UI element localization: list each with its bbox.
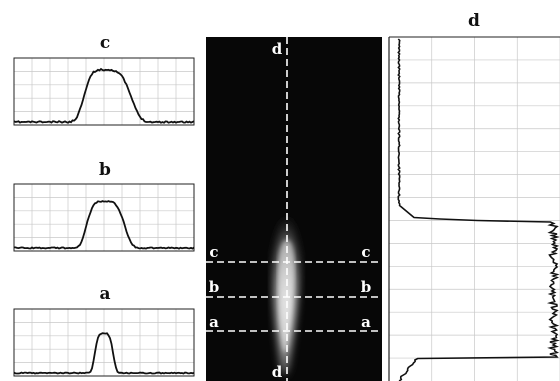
plot-frame [13,57,195,126]
label-b-right: b [361,278,372,296]
title-c: c [100,33,110,53]
label-a-left: a [209,313,219,331]
label-d-bottom: d [272,363,283,381]
label-c-right: c [361,243,370,261]
profile-trace [13,332,195,375]
profile-trace [14,200,195,250]
label-c-left: c [209,243,218,261]
plot-frame [13,183,195,252]
plume-image: d d c c b b a a [206,37,382,381]
profile-plot-c [13,57,195,126]
label-a-right: a [361,313,371,331]
profile-plot-a [13,308,195,377]
label-b-left: b [209,278,220,296]
plot-frame [13,308,195,377]
label-d-top: d [272,40,283,58]
profile-plot-b [13,183,195,252]
title-b: b [99,160,111,180]
profile-plot-d [388,36,560,381]
title-d: d [468,11,480,31]
title-a: a [99,284,110,304]
profile-trace [13,67,195,124]
profile-trace [397,38,560,381]
